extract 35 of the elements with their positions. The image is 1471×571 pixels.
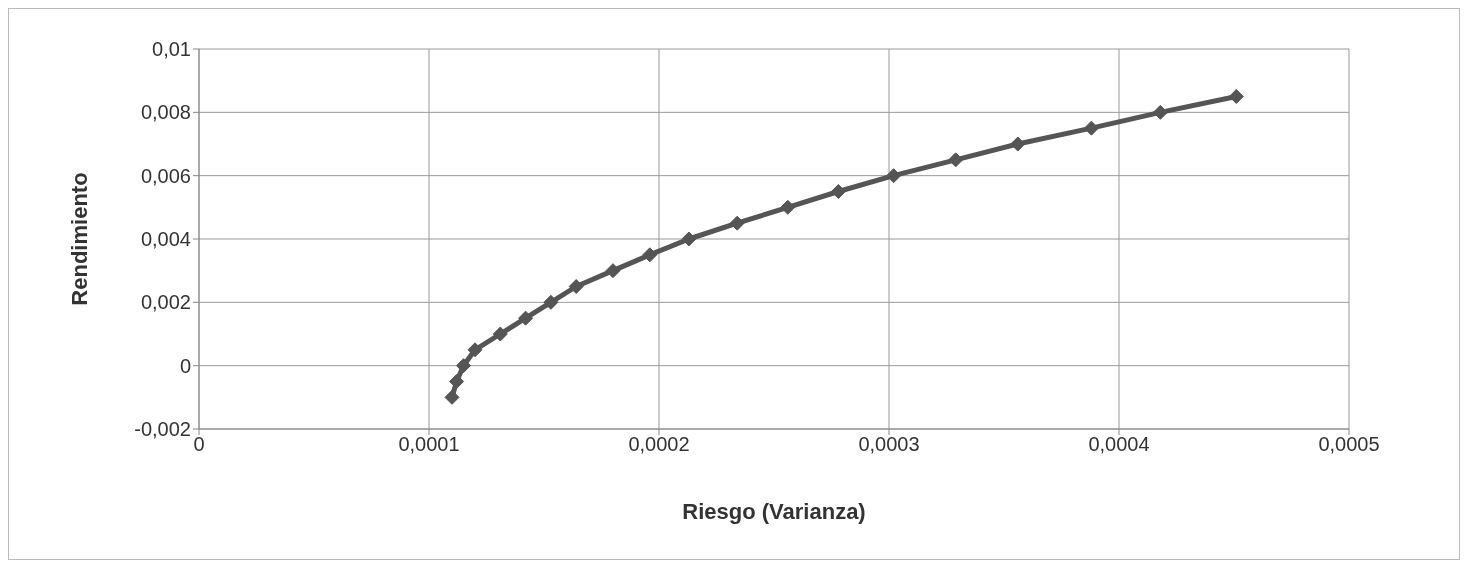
y-tick-label: 0,002 — [140, 291, 191, 314]
y-tick-label: 0,004 — [140, 228, 191, 251]
x-tick-label: 0,0005 — [1318, 433, 1380, 456]
point — [1152, 104, 1168, 120]
x-tick-label: 0 — [193, 433, 205, 456]
point — [948, 152, 964, 168]
point — [886, 168, 902, 184]
x-tick-label: 0,0002 — [628, 433, 690, 456]
point — [543, 294, 559, 310]
point — [568, 279, 584, 294]
point — [1083, 120, 1099, 136]
point — [642, 247, 658, 263]
y-tick-label: 0,01 — [152, 38, 191, 61]
point — [449, 374, 465, 389]
point — [830, 184, 846, 199]
point — [444, 389, 460, 405]
point — [518, 310, 534, 326]
point — [492, 326, 508, 342]
point — [729, 215, 745, 231]
point — [681, 231, 697, 247]
y-tick-label: 0,008 — [140, 101, 191, 124]
y-tick-label: -0,002 — [134, 418, 191, 441]
point — [1228, 89, 1244, 104]
x-tick-label: 0,0004 — [1088, 433, 1150, 456]
point — [456, 358, 471, 374]
x-tick-label: 0,0001 — [398, 433, 460, 456]
point — [467, 342, 483, 358]
point — [605, 263, 621, 279]
point — [1010, 136, 1026, 152]
point — [780, 199, 796, 215]
y-tick-label: 0,006 — [140, 164, 191, 187]
y-tick-label: 0 — [179, 354, 191, 377]
x-tick-label: 0,0003 — [858, 433, 920, 456]
x-axis-title: Riesgo (Varianza) — [682, 499, 866, 524]
y-axis-title: Rendimiento — [66, 172, 92, 306]
